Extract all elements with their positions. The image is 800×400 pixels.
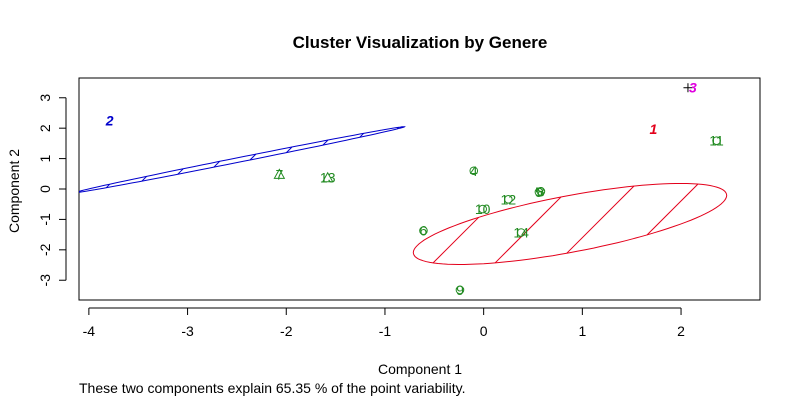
point-13: 13 <box>320 170 336 186</box>
point-8: 8 <box>536 183 546 199</box>
x-tick-label: 0 <box>480 323 488 339</box>
point-4: 4 <box>469 163 479 179</box>
point-label: 6 <box>420 223 428 239</box>
point-label: 11 <box>709 133 724 149</box>
cluster-1 <box>412 183 728 265</box>
point-label: 5 <box>535 184 543 200</box>
hatch-line <box>213 161 220 168</box>
y-tick-label: -2 <box>37 243 53 256</box>
plot-frame <box>78 77 761 301</box>
point-7: 7 <box>273 166 286 182</box>
point-marker-circle <box>455 285 465 295</box>
point-marker-circle <box>478 204 487 214</box>
hatch-line <box>432 216 480 264</box>
point-10: 10 <box>475 201 491 217</box>
point-marker-circle <box>504 195 513 204</box>
x-axis-label: Component 1 <box>378 361 462 377</box>
hatch-line <box>494 196 562 264</box>
point-label: 10 <box>475 201 491 217</box>
point-3: 3 <box>683 80 697 96</box>
point-marker-triangle <box>321 171 334 183</box>
x-tick-label: -3 <box>181 323 194 339</box>
y-tick-label: -1 <box>37 213 53 226</box>
hatch-line <box>286 146 293 153</box>
y-tick-label: -3 <box>37 274 53 287</box>
point-9: 9 <box>455 282 465 298</box>
point-label: 3 <box>689 80 697 96</box>
hatch-line <box>141 175 148 182</box>
x-tick-label: 1 <box>578 323 586 339</box>
point-label: 9 <box>456 282 464 298</box>
hatch-line <box>177 168 184 175</box>
y-axis: -3 -2 -1 0 1 2 3 <box>37 94 67 287</box>
point-14: 14 <box>513 224 529 240</box>
cluster-ellipse <box>412 183 728 265</box>
point-label: 7 <box>275 166 283 182</box>
point-2: 2 <box>105 113 114 129</box>
point-label: 1 <box>650 121 658 137</box>
variability-caption: These two components explain 65.35 % of … <box>79 380 466 396</box>
hatch-line <box>646 183 699 236</box>
hatch-line <box>249 153 257 161</box>
cluster-2 <box>79 126 406 193</box>
y-axis-label: Component 2 <box>6 149 22 233</box>
point-label: 13 <box>320 170 336 186</box>
point-label: 14 <box>513 224 529 240</box>
point-label: 2 <box>105 113 114 129</box>
cluster-ellipse <box>79 126 406 193</box>
point-marker-circle <box>712 136 721 145</box>
point-marker-circle <box>516 228 526 237</box>
clusters <box>79 126 728 265</box>
x-tick-label: -2 <box>280 323 293 339</box>
x-tick-label: 2 <box>677 323 685 339</box>
hatch-line <box>322 139 329 146</box>
point-marker-circle <box>419 226 428 235</box>
y-tick-label: 3 <box>37 94 53 102</box>
point-marker-triangle <box>273 168 286 179</box>
chart-title: Cluster Visualization by Genere <box>293 33 548 52</box>
hatch-line <box>105 183 111 189</box>
point-label: 8 <box>537 183 545 199</box>
point-label: 4 <box>470 163 478 179</box>
x-axis: -4 -3 -2 -1 0 1 2 <box>83 307 685 339</box>
hatch-line <box>396 126 400 130</box>
hatch-line <box>566 185 635 254</box>
y-tick-label: 2 <box>37 124 53 132</box>
x-tick-label: -1 <box>379 323 392 339</box>
y-tick-label: 1 <box>37 154 53 162</box>
point-1: 1 <box>650 121 658 137</box>
x-tick-label: -4 <box>83 323 96 339</box>
point-6: 6 <box>419 223 428 239</box>
point-label: 12 <box>501 191 517 207</box>
hatch-line <box>359 133 364 138</box>
point-marker-circle <box>536 187 546 196</box>
point-marker-circle <box>469 166 479 176</box>
y-tick-label: 0 <box>37 185 53 193</box>
point-11: 11 <box>709 133 724 149</box>
point-12: 12 <box>501 191 517 207</box>
